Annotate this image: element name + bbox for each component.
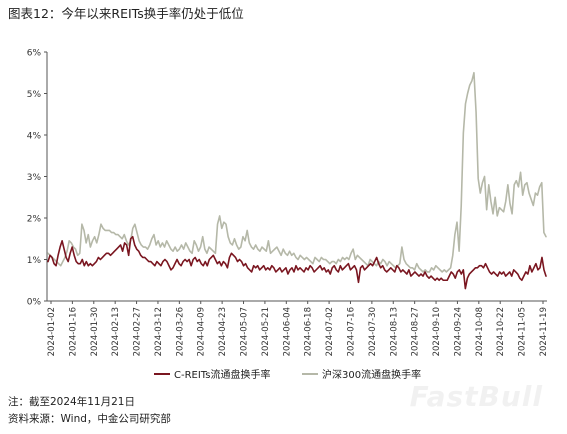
y-tick-label: 4%: [27, 132, 42, 142]
x-tick-label: 2024-05-07: [240, 307, 250, 356]
x-tick-label: 2024-01-30: [90, 307, 100, 356]
x-tick-label: 2024-02-27: [133, 307, 143, 356]
x-tick-label: 2024-09-24: [453, 307, 463, 356]
x-tick-label: 2024-01-16: [68, 307, 78, 356]
x-tick-label: 2024-08-27: [411, 307, 421, 356]
legend-label-hs300: 沪深300流通盘换手率: [322, 370, 422, 381]
x-tick-label: 2024-10-08: [475, 307, 485, 356]
x-tick-label: 2024-05-21: [261, 307, 271, 356]
x-tick-label: 2024-04-23: [218, 307, 228, 356]
x-tick-labels: 2024-01-02 2024-01-16 2024-01-30 2024-02-13…: [47, 307, 549, 356]
legend-label-creits: C-REITs流通盘换手率: [174, 370, 271, 381]
chart-title: 图表12：今年以来REITs换手率仍处于低位: [8, 6, 244, 21]
legend-item-hs300: 沪深300流通盘换手率: [302, 366, 421, 381]
x-tick-label: 2024-03-26: [175, 307, 185, 356]
x-tick-label: 2024-06-04: [282, 307, 292, 356]
footer-note: 注：截至2024年11月21日: [8, 396, 135, 408]
legend-swatch-creits: [154, 372, 170, 375]
legend-swatch-hs300: [302, 372, 318, 375]
x-tick-label: 2024-03-12: [154, 307, 164, 356]
y-tick-label: 0%: [27, 298, 42, 308]
x-tick-label: 2024-07-02: [325, 307, 335, 356]
x-tick-label: 2024-08-13: [389, 307, 399, 356]
x-tick-label: 2024-04-09: [197, 307, 207, 356]
series-line-creits: [47, 235, 547, 290]
y-tick-label: 5%: [27, 90, 42, 100]
y-tick-label: 2%: [27, 215, 42, 225]
watermark-logo: FastBull: [409, 380, 543, 413]
chart-axes: [44, 51, 547, 304]
y-tick-label: 6%: [27, 49, 42, 59]
x-tick-label: 2024-01-02: [47, 307, 57, 356]
x-tick-label: 2024-11-05: [518, 307, 528, 356]
footer-source: 资料来源：Wind，中金公司研究部: [8, 413, 171, 425]
x-tick-label: 2024-06-18: [304, 307, 314, 356]
series-layer: [47, 71, 547, 290]
legend-item-creits: C-REITs流通盘换手率: [154, 366, 270, 381]
x-tick-label: 2024-09-10: [432, 307, 442, 356]
series-line-hs300: [47, 71, 547, 273]
chart-legend: C-REITs流通盘换手率 沪深300流通盘换手率: [0, 364, 567, 382]
x-tick-label: 2024-02-13: [111, 307, 121, 356]
x-tick-label: 2024-11-19: [539, 307, 549, 356]
y-tick-label: 1%: [27, 256, 42, 266]
x-tick-label: 2024-07-16: [346, 307, 356, 356]
x-tick-label: 2024-07-30: [368, 307, 378, 356]
y-tick-label: 3%: [27, 173, 42, 183]
y-tick-labels: 0% 1% 2% 3% 4% 5% 6%: [27, 49, 42, 308]
x-tick-label: 2024-10-22: [496, 307, 506, 356]
